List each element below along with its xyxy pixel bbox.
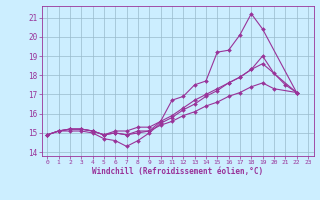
X-axis label: Windchill (Refroidissement éolien,°C): Windchill (Refroidissement éolien,°C) — [92, 167, 263, 176]
